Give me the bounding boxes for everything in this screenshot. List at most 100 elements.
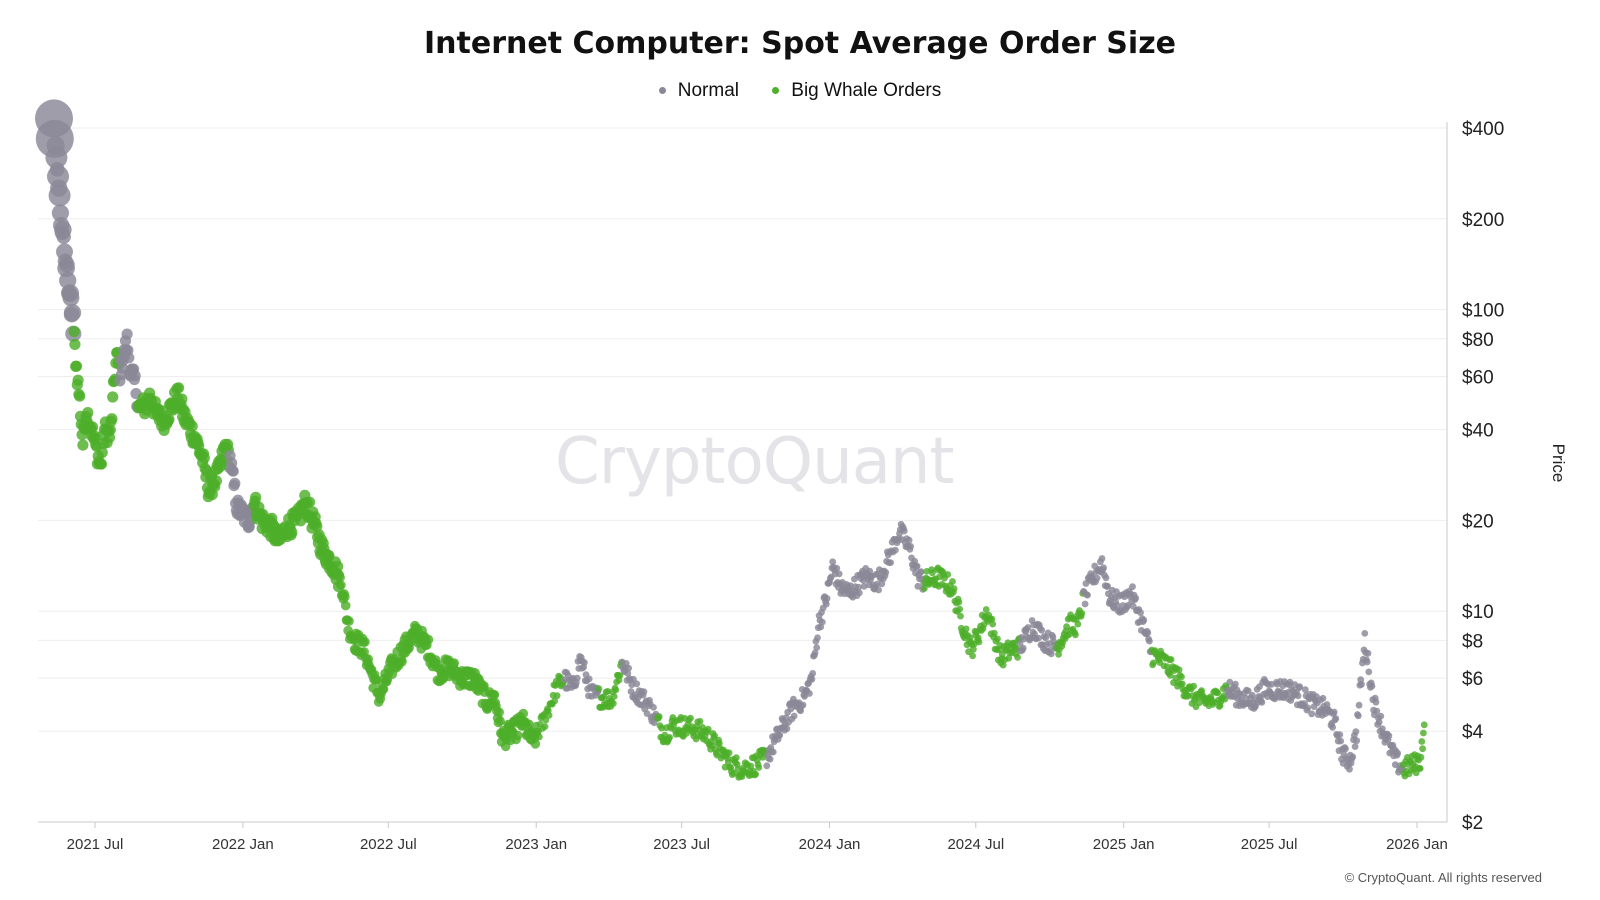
scatter-point <box>1301 686 1309 693</box>
scatter-point <box>210 475 222 487</box>
x-tick-label: 2023 Jul <box>653 836 710 853</box>
scatter-point <box>545 711 553 719</box>
scatter-point <box>1420 721 1428 729</box>
scatter-point <box>1098 555 1106 562</box>
scatter-point <box>495 716 505 726</box>
scatter-point <box>82 407 94 419</box>
scatter-point <box>70 360 83 372</box>
legend-big-whale-label: Big Whale Orders <box>791 79 942 101</box>
scatter-point <box>1364 649 1372 657</box>
scatter-point <box>1232 680 1239 688</box>
scatter-point <box>811 649 819 657</box>
scatter-point <box>666 734 673 741</box>
scatter-point <box>989 620 997 628</box>
scatter-point <box>68 325 80 338</box>
y-tick-label: $8 <box>1462 631 1483 652</box>
scatter-point <box>378 684 389 694</box>
scatter-point <box>198 452 210 464</box>
scatter-point <box>77 439 89 451</box>
scatter-point <box>900 527 908 535</box>
scatter-point <box>687 714 694 722</box>
scatter-point <box>1078 610 1086 617</box>
scatter-point <box>1419 745 1426 753</box>
legend-normal-label: Normal <box>677 79 739 101</box>
scatter-point <box>1353 737 1361 745</box>
scatter-point <box>1146 637 1153 645</box>
scatter-point <box>104 424 116 436</box>
scatter-point <box>892 546 899 554</box>
scatter-point <box>449 658 460 668</box>
scatter-point <box>87 421 99 433</box>
scatter-point <box>917 568 925 576</box>
scatter-point <box>1337 737 1345 745</box>
scatter-point <box>311 520 323 532</box>
scatter-point <box>1365 668 1373 676</box>
scatter-point <box>541 723 549 730</box>
scatter-point <box>970 645 977 653</box>
scatter-point <box>776 731 784 739</box>
scatter-point <box>1038 626 1046 634</box>
scatter-point <box>990 629 998 637</box>
scatter-point <box>250 491 262 503</box>
scatter-point <box>176 393 188 405</box>
scatter-point <box>1132 594 1140 602</box>
scatter-point <box>696 718 704 725</box>
scatter-point <box>95 458 107 470</box>
y-tick-label: $4 <box>1462 722 1484 743</box>
scatter-point <box>56 229 71 245</box>
scatter-point <box>59 256 75 273</box>
scatter-point <box>107 391 119 403</box>
scatter-point <box>763 762 771 770</box>
scatter-point <box>286 526 298 539</box>
scatter-point <box>304 496 316 508</box>
scatter-point <box>1113 602 1121 609</box>
legend-entry-normal[interactable]: Normal <box>658 79 739 102</box>
scatter-point <box>1226 678 1234 686</box>
x-tick-label: 2022 Jul <box>360 836 417 853</box>
scatter-point <box>633 680 641 688</box>
scatter-point <box>704 725 712 733</box>
scatter-point <box>360 637 370 647</box>
scatter-point <box>1175 666 1183 674</box>
scatter-point <box>573 674 581 682</box>
legend-entry-big-whale[interactable]: Big Whale Orders <box>772 80 941 102</box>
chart-legend: Normal Big Whale Orders <box>0 78 1600 102</box>
scatter-point <box>1195 699 1203 707</box>
scatter-point <box>835 570 843 578</box>
scatter-point <box>783 725 791 733</box>
scatter-point <box>887 559 894 566</box>
x-tick-label: 2025 Jan <box>1093 836 1155 853</box>
scatter-point <box>956 605 964 613</box>
scatter-point <box>530 739 541 749</box>
scatter-point <box>1178 680 1186 688</box>
scatter-point <box>536 733 543 741</box>
scatter-point <box>518 708 529 719</box>
scatter-point <box>809 670 817 677</box>
y-axis-label: Price <box>1549 444 1568 483</box>
y-tick-label: $60 <box>1462 367 1494 388</box>
legend-big-whale-marker <box>772 87 780 94</box>
scatter-point <box>1063 623 1070 631</box>
scatter-point <box>806 690 813 697</box>
legend-normal-marker <box>658 87 666 94</box>
scatter-point <box>106 413 118 425</box>
scatter-point <box>640 688 648 696</box>
scatter-point <box>1420 729 1427 737</box>
scatter-point <box>1166 672 1174 679</box>
scatter-point <box>855 589 863 597</box>
scatter-point <box>1368 682 1376 690</box>
scatter-point <box>650 704 657 711</box>
scatter-point <box>340 600 351 611</box>
scatter-point <box>397 656 407 667</box>
scatter-point <box>585 675 593 683</box>
scatter-point <box>725 749 733 757</box>
scatter-point <box>1258 699 1266 706</box>
scatter-point <box>1336 731 1344 739</box>
scatter-point <box>336 580 346 590</box>
scatter-point <box>1014 654 1021 661</box>
scatter-point <box>1394 749 1402 757</box>
scatter-point <box>340 591 350 602</box>
scatter-point <box>51 204 69 222</box>
scatter-point <box>1150 659 1157 667</box>
scatter-point <box>969 652 976 660</box>
